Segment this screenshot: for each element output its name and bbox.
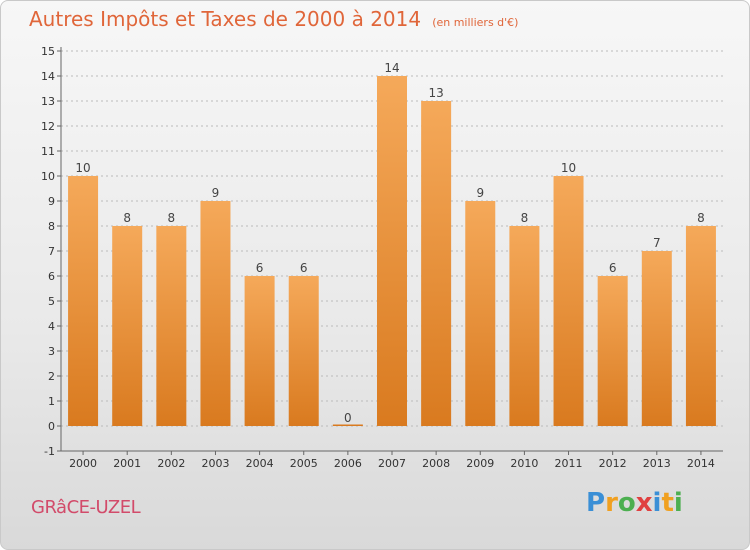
data-label: 8 <box>521 211 529 225</box>
data-label: 6 <box>300 261 308 275</box>
bar <box>685 226 716 426</box>
bar <box>509 226 540 426</box>
city-name: GRâCE-UZEL <box>31 497 141 518</box>
brand-letter: P <box>586 488 606 518</box>
brand-letter: t <box>661 488 674 518</box>
x-tick-label: 2001 <box>113 457 141 470</box>
data-label: 8 <box>697 211 705 225</box>
x-tick-label: 2000 <box>69 457 97 470</box>
y-tick-label: 10 <box>41 170 55 183</box>
x-tick-label: 2004 <box>246 457 274 470</box>
bar <box>156 226 187 426</box>
y-tick-label: 5 <box>48 295 55 308</box>
y-tick-label: 14 <box>41 70 55 83</box>
y-tick-label: 11 <box>41 145 55 158</box>
x-tick-label: 2007 <box>378 457 406 470</box>
x-tick-label: 2006 <box>334 457 362 470</box>
chart-title: Autres Impôts et Taxes de 2000 à 2014 <box>29 7 422 31</box>
data-label: 10 <box>561 161 576 175</box>
data-label: 13 <box>428 86 443 100</box>
y-tick-label: 9 <box>48 195 55 208</box>
bar <box>641 251 672 426</box>
brand-letter: i <box>652 488 662 518</box>
proxiti-logo[interactable]: Proxiti <box>586 488 683 518</box>
y-tick-label: 6 <box>48 270 55 283</box>
brand-letter: o <box>617 488 636 518</box>
x-tick-label: 2014 <box>687 457 715 470</box>
y-tick-label: 3 <box>48 345 55 358</box>
data-label: 8 <box>168 211 176 225</box>
brand-letter: x <box>635 488 653 518</box>
y-tick-label: 0 <box>48 420 55 433</box>
bar <box>553 176 584 426</box>
y-tick-label: 7 <box>48 245 55 258</box>
bar <box>421 101 452 426</box>
x-tick-label: 2002 <box>157 457 185 470</box>
bar <box>112 226 143 426</box>
bar <box>332 424 363 426</box>
y-tick-label: 12 <box>41 120 55 133</box>
value-labels: 10 8 8 9 6 6 0 14 13 9 8 10 6 7 8 <box>75 61 704 425</box>
y-tick-label: 4 <box>48 320 55 333</box>
bar <box>465 201 496 426</box>
bar <box>288 276 319 426</box>
chart-unit: (en milliers d'€) <box>432 16 519 29</box>
y-tick-label: 8 <box>48 220 55 233</box>
bar <box>200 201 231 426</box>
y-tick-label: 2 <box>48 370 55 383</box>
x-tick-label: 2010 <box>510 457 538 470</box>
title-block: Autres Impôts et Taxes de 2000 à 2014 (e… <box>29 7 518 31</box>
x-tick-label: 2008 <box>422 457 450 470</box>
data-label: 6 <box>256 261 264 275</box>
brand-letter: r <box>605 488 618 518</box>
data-label: 8 <box>123 211 131 225</box>
x-tick-label: 2003 <box>201 457 229 470</box>
brand-letter: i <box>673 488 683 518</box>
x-tick-label: 2013 <box>643 457 671 470</box>
x-tick-label: 2009 <box>466 457 494 470</box>
x-tick-label: 2005 <box>290 457 318 470</box>
x-tick-label: 2011 <box>555 457 583 470</box>
data-label: 10 <box>75 161 90 175</box>
bar <box>68 176 99 426</box>
y-tick-label: 15 <box>41 45 55 58</box>
bar <box>597 276 628 426</box>
data-label: 9 <box>476 186 484 200</box>
y-tick-label: -1 <box>44 445 55 458</box>
bar <box>244 276 275 426</box>
bars <box>68 76 716 426</box>
x-tick-label: 2012 <box>599 457 627 470</box>
data-label: 14 <box>384 61 399 75</box>
data-label: 6 <box>609 261 617 275</box>
data-label: 7 <box>653 236 661 250</box>
y-tick-label: 1 <box>48 395 55 408</box>
bar <box>377 76 407 426</box>
y-tick-label: 13 <box>41 95 55 108</box>
data-label: 9 <box>212 186 220 200</box>
data-label: 0 <box>344 411 352 425</box>
